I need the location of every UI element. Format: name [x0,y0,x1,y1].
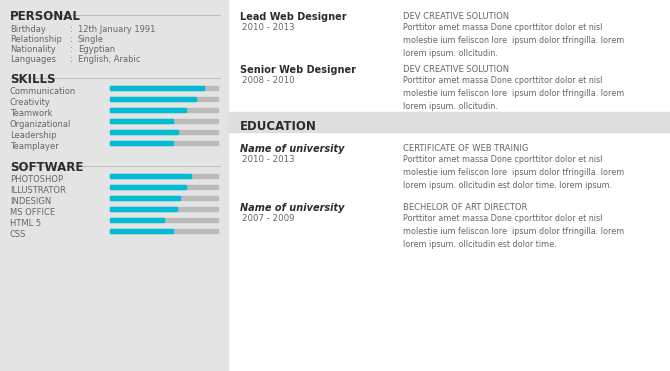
Text: DEV CREATIVE SOLUTION: DEV CREATIVE SOLUTION [403,65,509,74]
Bar [110,207,218,211]
Text: SKILLS: SKILLS [10,73,56,86]
Bar [110,97,196,101]
Text: :: : [70,45,73,54]
Bar [110,185,218,189]
Bar [110,218,164,222]
Text: Name of university: Name of university [240,144,344,154]
Text: :: : [70,55,73,64]
Text: Porttitor amet massa Done cporttitor dolor et nisl
molestie ium feliscon lore  i: Porttitor amet massa Done cporttitor dol… [403,155,624,190]
Bar [0,0,228,371]
Text: INDESIGN: INDESIGN [10,197,51,206]
Text: Creativity: Creativity [10,98,51,107]
Bar [110,119,218,123]
Bar [110,119,173,123]
Text: ILLUSTRATOR: ILLUSTRATOR [10,186,66,195]
Bar [110,218,218,222]
Bar [228,112,670,132]
Bar [110,207,177,211]
Bar [110,86,204,90]
Text: Organizational: Organizational [10,120,72,129]
Text: 12th January 1991: 12th January 1991 [78,25,155,34]
Bar [110,196,218,200]
Bar [110,141,218,145]
Bar [110,108,218,112]
Bar [110,130,178,134]
Bar [110,108,186,112]
Text: Languages: Languages [10,55,56,64]
Text: Porttitor amet massa Done cporttitor dolor et nisl
molestie ium feliscon lore  i: Porttitor amet massa Done cporttitor dol… [403,76,624,111]
Text: Name of university: Name of university [240,203,344,213]
Bar [110,196,180,200]
Text: Birthday: Birthday [10,25,46,34]
Bar [110,229,218,233]
Text: PERSONAL: PERSONAL [10,10,81,23]
Text: Lead Web Designer: Lead Web Designer [240,12,346,22]
Text: Single: Single [78,35,104,44]
Text: 2010 - 2013: 2010 - 2013 [242,23,295,32]
Text: Senior Web Designer: Senior Web Designer [240,65,356,75]
Text: English, Arabic: English, Arabic [78,55,141,64]
Bar [110,229,173,233]
Text: CERTIFICATE OF WEB TRAINIG: CERTIFICATE OF WEB TRAINIG [403,144,529,153]
Text: BECHELOR OF ART DIRECTOR: BECHELOR OF ART DIRECTOR [403,203,527,212]
Text: 2010 - 2013: 2010 - 2013 [242,155,295,164]
Text: SOFTWARE: SOFTWARE [10,161,83,174]
Text: CSS: CSS [10,230,26,239]
Text: Porttitor amet massa Done cporttitor dolor et nisl
molestie ium feliscon lore  i: Porttitor amet massa Done cporttitor dol… [403,23,624,58]
Text: HTML 5: HTML 5 [10,219,41,228]
Bar [110,185,186,189]
Text: Egyptian: Egyptian [78,45,115,54]
Bar [110,86,218,90]
Bar [110,130,218,134]
Bar [110,174,218,178]
Text: Teamplayer: Teamplayer [10,142,59,151]
Text: EDUCATION: EDUCATION [240,120,317,133]
Text: 2008 - 2010: 2008 - 2010 [242,76,295,85]
Text: 2007 - 2009: 2007 - 2009 [242,214,295,223]
Text: Teamwork: Teamwork [10,109,52,118]
Text: Leadership: Leadership [10,131,56,140]
Text: PHOTOSHOP: PHOTOSHOP [10,175,63,184]
Text: Relationship: Relationship [10,35,62,44]
Bar [110,174,191,178]
Text: Nationality: Nationality [10,45,56,54]
Text: DEV CREATIVE SOLUTION: DEV CREATIVE SOLUTION [403,12,509,21]
Text: Porttitor amet massa Done cporttitor dolor et nisl
molestie ium feliscon lore  i: Porttitor amet massa Done cporttitor dol… [403,214,624,249]
Text: :: : [70,35,73,44]
Text: :: : [70,25,73,34]
Bar [110,141,173,145]
Bar [110,97,218,101]
Text: Communication: Communication [10,87,76,96]
Text: MS OFFICE: MS OFFICE [10,208,55,217]
